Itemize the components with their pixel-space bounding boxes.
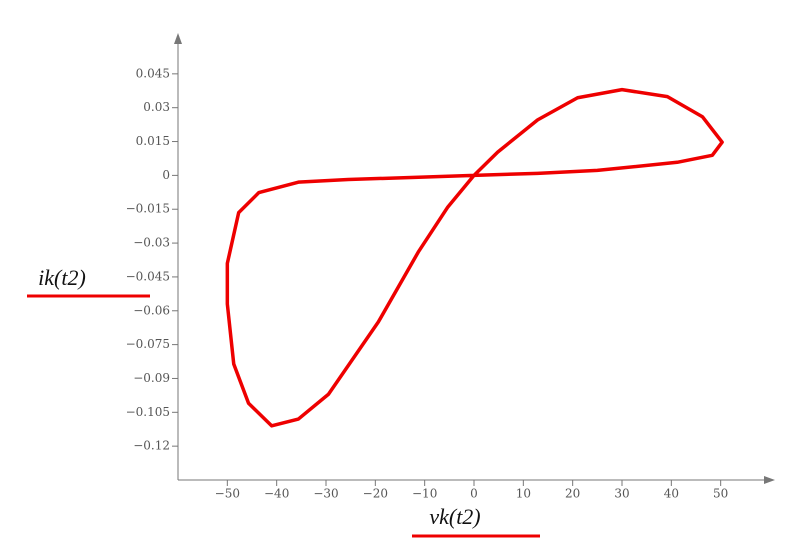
y-tick-label: 0.015	[136, 134, 170, 148]
x-tick-label: 0	[470, 487, 478, 501]
y-tick-label: −0.12	[133, 439, 170, 453]
y-tick-label: −0.075	[126, 337, 170, 351]
y-axis-label: ik(t2)	[38, 265, 86, 290]
y-axis-arrow	[174, 33, 182, 44]
y-tick-label: 0	[162, 168, 170, 182]
x-tick-label: −40	[264, 487, 289, 501]
x-tick-label: −30	[313, 487, 338, 501]
y-tick-label: −0.105	[126, 405, 170, 419]
x-axis-arrow	[764, 476, 775, 484]
y-tick-label: 0.03	[143, 100, 170, 114]
x-tick-label: 50	[713, 487, 728, 501]
y-tick-label: −0.06	[133, 303, 170, 317]
x-tick-label: −20	[363, 487, 388, 501]
x-tick-label: −10	[412, 487, 437, 501]
data-line	[225, 87, 724, 428]
y-tick-label: −0.03	[133, 236, 170, 250]
x-tick-label: −50	[215, 487, 240, 501]
y-tick-label: −0.09	[133, 371, 170, 385]
x-tick-label: 10	[516, 487, 531, 501]
y-tick-label: −0.045	[126, 269, 170, 283]
x-tick-label: 30	[614, 487, 629, 501]
x-tick-label: 40	[664, 487, 679, 501]
x-axis-label: vk(t2)	[429, 504, 480, 529]
y-tick-label: −0.015	[126, 202, 170, 216]
x-tick-label: 20	[565, 487, 580, 501]
y-tick-label: 0.045	[136, 66, 170, 80]
